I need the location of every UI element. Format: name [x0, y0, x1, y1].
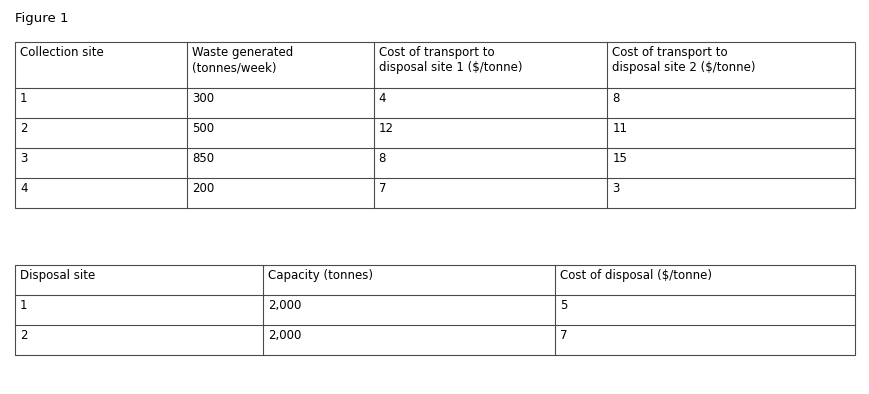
Text: Cost of transport to
disposal site 2 ($/tonne): Cost of transport to disposal site 2 ($/…: [612, 46, 755, 74]
Text: 2,000: 2,000: [268, 329, 301, 342]
Text: 850: 850: [192, 152, 214, 165]
Text: 2: 2: [20, 329, 28, 342]
Text: 8: 8: [612, 92, 619, 105]
Text: Disposal site: Disposal site: [20, 269, 95, 282]
Text: Collection site: Collection site: [20, 46, 103, 59]
Text: 15: 15: [612, 152, 627, 165]
Text: 8: 8: [378, 152, 386, 165]
Text: 3: 3: [20, 152, 27, 165]
Bar: [15, 265, 854, 355]
Text: 5: 5: [560, 299, 567, 312]
Text: 7: 7: [378, 182, 386, 195]
Text: 4: 4: [20, 182, 28, 195]
Text: 3: 3: [612, 182, 619, 195]
Text: Waste generated
(tonnes/week): Waste generated (tonnes/week): [192, 46, 293, 74]
Text: 2,000: 2,000: [268, 299, 301, 312]
Text: 1: 1: [20, 92, 28, 105]
Bar: [15, 42, 854, 208]
Text: Cost of disposal ($/tonne): Cost of disposal ($/tonne): [560, 269, 712, 282]
Text: 11: 11: [612, 122, 627, 135]
Text: 7: 7: [560, 329, 567, 342]
Text: 300: 300: [192, 92, 214, 105]
Text: Figure 1: Figure 1: [15, 12, 69, 25]
Text: 200: 200: [192, 182, 214, 195]
Text: 2: 2: [20, 122, 28, 135]
Text: 500: 500: [192, 122, 214, 135]
Text: 12: 12: [378, 122, 394, 135]
Text: 4: 4: [378, 92, 386, 105]
Text: Capacity (tonnes): Capacity (tonnes): [268, 269, 373, 282]
Text: Cost of transport to
disposal site 1 ($/tonne): Cost of transport to disposal site 1 ($/…: [378, 46, 521, 74]
Text: 1: 1: [20, 299, 28, 312]
